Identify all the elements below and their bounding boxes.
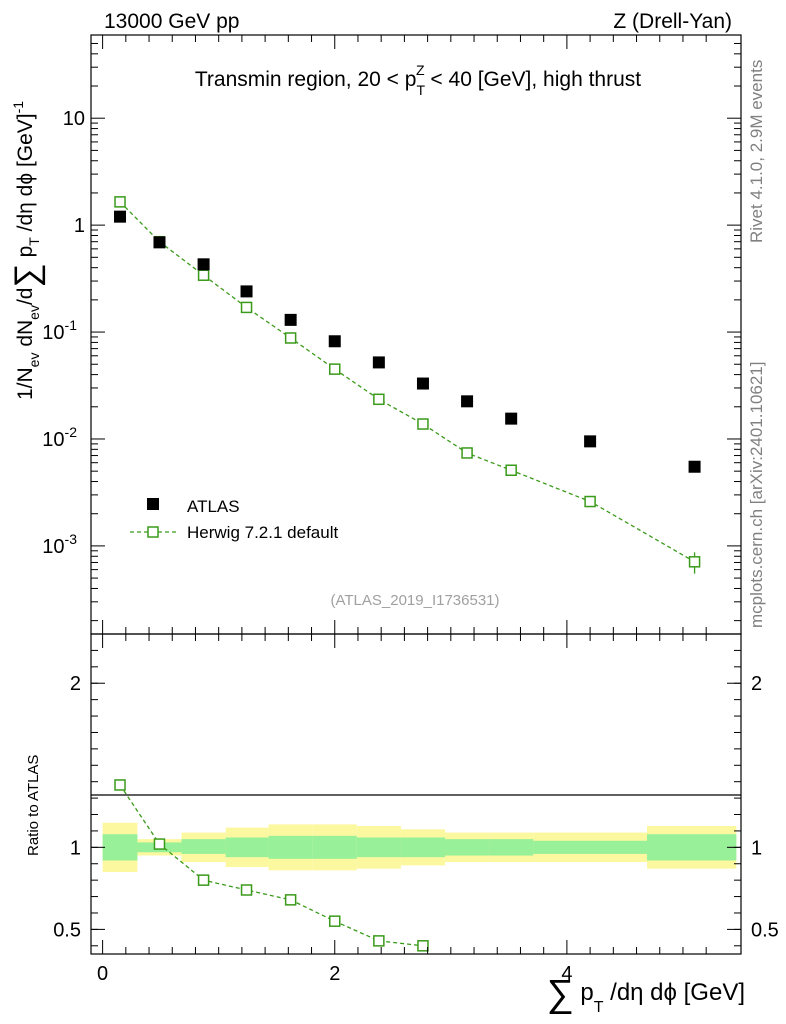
ratio-y-tick-label-right: 2 <box>751 673 762 695</box>
mc-series-line <box>119 201 695 563</box>
legend-marker-atlas <box>147 498 159 510</box>
atlas-point <box>688 460 701 473</box>
atlas-point <box>461 395 474 408</box>
mc-point <box>505 464 517 476</box>
ratio-band-inner <box>533 840 647 854</box>
ratio-band-inner <box>181 839 226 854</box>
ratio-point <box>240 884 253 896</box>
ratio-series-line <box>119 784 424 947</box>
ratio-y-tick-label-right: 0.5 <box>751 919 779 941</box>
ratio-y-tick-label: 1 <box>70 837 81 859</box>
atlas-point <box>240 285 253 298</box>
ratio-band-inner <box>646 834 737 861</box>
ratio-panel: 0.5 0.5 1 1 2 2 0 2 4 Ratio to ATLAS ∑ pT /dη dϕ… <box>25 633 779 1016</box>
mc-point <box>373 393 385 406</box>
atlas-point <box>153 236 166 249</box>
main-y-tick-label: 10-2 <box>42 424 77 451</box>
mc-point <box>240 301 253 314</box>
legend-label-atlas: ATLAS <box>187 497 240 516</box>
ratio-band-inner <box>400 837 446 858</box>
main-y-ticks: 10-3 10-2 10-1 1 10 <box>42 34 741 634</box>
atlas-point <box>328 335 341 348</box>
analysis-id-watermark: (ATLAS_2019_I1736531) <box>330 592 499 609</box>
main-data-layer <box>114 196 701 574</box>
ratio-x-tick-label: 2 <box>329 963 340 985</box>
ratio-point <box>153 838 166 850</box>
ratio-y-tick-label: 0.5 <box>53 919 81 941</box>
legend-label-herwig: Herwig 7.2.1 default <box>187 523 338 542</box>
ratio-band-inner <box>225 837 269 858</box>
ratio-band-inner <box>445 839 490 856</box>
mc-point <box>688 556 701 568</box>
ratio-y-axis-label: Ratio to ATLAS <box>25 755 42 856</box>
legend: ATLAS Herwig 7.2.1 default <box>130 497 338 542</box>
atlas-point <box>284 313 297 326</box>
ratio-point <box>417 940 429 952</box>
atlas-point <box>372 356 385 369</box>
ratio-point <box>284 894 297 906</box>
atlas-point <box>416 377 429 390</box>
main-y-tick-label: 10-3 <box>42 531 77 558</box>
ratio-point <box>329 915 341 927</box>
ratio-plot-frame <box>90 633 742 955</box>
collision-label: 13000 GeV pp <box>104 10 239 33</box>
ratio-band-inner <box>489 839 534 856</box>
mc-point <box>284 332 297 344</box>
atlas-point <box>114 210 127 223</box>
process-label: Z (Drell-Yan) <box>613 10 732 33</box>
ratio-point <box>114 779 126 791</box>
atlas-point <box>197 258 210 271</box>
main-panel: Transmin region, 20 < pTZ < 40 [GeV], hi… <box>8 34 742 635</box>
ratio-x-tick-label: 0 <box>97 963 108 985</box>
main-y-tick-label: 1 <box>74 215 85 237</box>
ratio-band-inner <box>356 837 401 858</box>
ratio-uncertainty-bands <box>102 822 737 872</box>
mc-point <box>461 447 473 459</box>
main-y-tick-label: 10 <box>63 108 85 130</box>
rivet-label: Rivet 4.1.0, 2.9M events <box>747 60 766 243</box>
ratio-band-inner <box>312 835 357 859</box>
mc-point <box>114 196 126 208</box>
ratio-x-tick-label: 4 <box>561 963 572 985</box>
ratio-data-layer <box>114 779 429 952</box>
mc-point <box>197 269 210 281</box>
atlas-point <box>505 412 518 425</box>
legend-marker-herwig <box>147 526 159 538</box>
x-axis-label: ∑ pT /dη dϕ [GeV] <box>547 973 745 1016</box>
ratio-ticks: 0.5 0.5 1 1 2 2 0 2 4 <box>53 634 779 985</box>
ratio-band-inner <box>102 834 138 861</box>
mc-point <box>584 495 596 508</box>
ratio-point <box>373 935 385 947</box>
atlas-point <box>584 435 597 448</box>
ratio-y-tick-label-right: 1 <box>751 837 762 859</box>
mc-point <box>417 418 429 430</box>
main-y-tick-label: 10-1 <box>42 317 77 344</box>
plot-title: Transmin region, 20 < pTZ < 40 [GeV], hi… <box>195 62 641 98</box>
main-plot-frame <box>90 34 742 635</box>
y-axis-label: 1/Nev dNev/d∑ pT /dη dϕ [GeV]-1 <box>8 101 46 400</box>
ratio-y-tick-label: 2 <box>70 673 81 695</box>
mcplots-label: mcplots.cern.ch [arXiv:2401.10621] <box>747 362 766 628</box>
ratio-point <box>197 874 210 886</box>
ratio-band-inner <box>268 835 313 859</box>
mc-point <box>329 363 341 375</box>
